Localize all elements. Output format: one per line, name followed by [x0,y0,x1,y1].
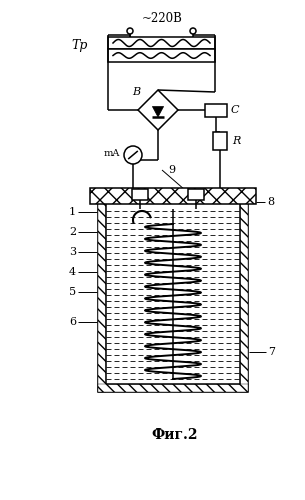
Text: 2: 2 [69,227,76,237]
Text: 1: 1 [69,207,76,217]
Bar [205,104,227,117]
Text: 6: 6 [69,317,76,327]
Bar [240,200,248,392]
Text: mA: mA [104,148,120,158]
Circle shape [127,28,133,34]
Bar [98,384,248,392]
Bar [132,189,148,200]
Text: Фиг.2: Фиг.2 [152,428,198,442]
Circle shape [190,28,196,34]
Text: 4: 4 [69,267,76,277]
Text: 5: 5 [69,287,76,297]
Text: 8: 8 [267,197,274,207]
Text: 7: 7 [268,347,275,357]
Polygon shape [138,90,178,130]
Text: С: С [231,105,239,115]
Bar [90,188,256,204]
Bar [98,200,248,392]
Text: Тр: Тр [72,38,88,52]
Bar [108,49,215,62]
Circle shape [124,146,142,164]
Polygon shape [152,106,163,117]
Bar [188,189,204,200]
Text: В: В [132,87,140,97]
Bar [213,132,227,150]
Text: ~220В: ~220В [142,12,182,24]
Bar [98,200,106,392]
Text: 3: 3 [69,247,76,257]
Text: 9: 9 [168,165,176,175]
Bar [108,37,215,49]
Bar [106,204,240,384]
Text: R: R [232,136,240,146]
